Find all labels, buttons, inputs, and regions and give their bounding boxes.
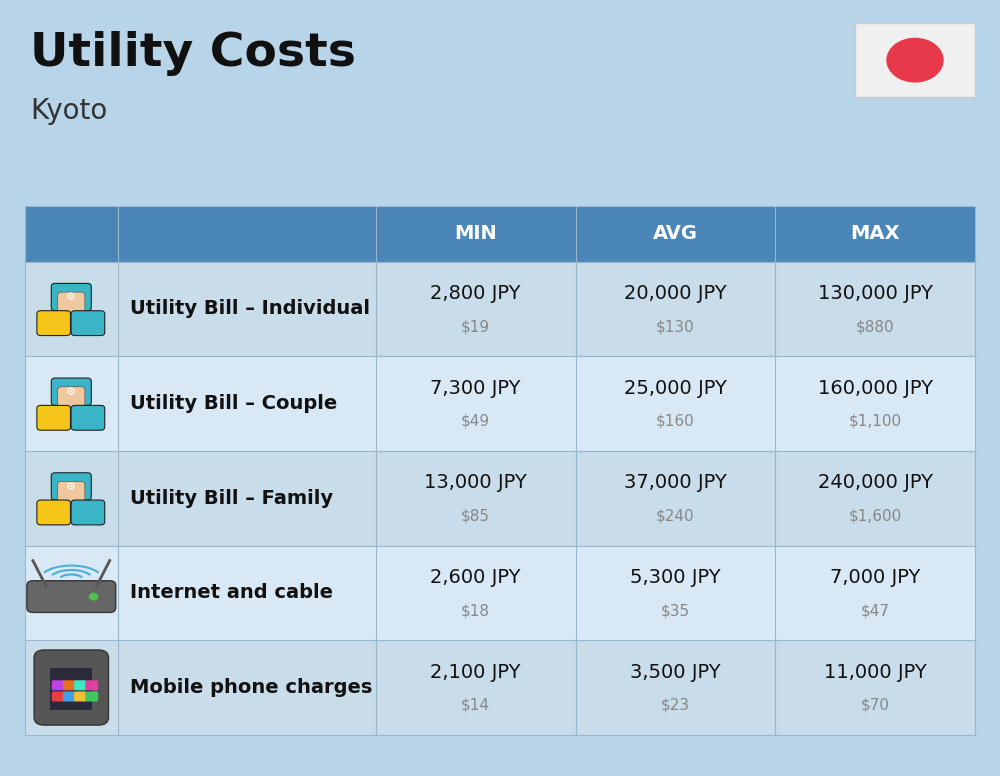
Text: $49: $49 — [461, 414, 490, 429]
Bar — [118, 356, 376, 451]
FancyBboxPatch shape — [52, 681, 65, 691]
Text: Utility Bill – Family: Utility Bill – Family — [130, 489, 333, 508]
Bar — [775, 356, 975, 451]
Text: 2,800 JPY: 2,800 JPY — [430, 284, 521, 303]
Text: $130: $130 — [656, 319, 695, 334]
Text: Internet and cable: Internet and cable — [130, 584, 333, 602]
Text: 130,000 JPY: 130,000 JPY — [818, 284, 933, 303]
Text: $85: $85 — [461, 508, 490, 524]
Text: MAX: MAX — [850, 224, 900, 243]
Bar — [118, 546, 376, 640]
FancyBboxPatch shape — [85, 691, 98, 702]
Text: 11,000 JPY: 11,000 JPY — [824, 663, 927, 681]
Bar — [118, 640, 376, 735]
Text: $880: $880 — [856, 319, 894, 334]
Bar — [576, 451, 775, 546]
Text: $14: $14 — [461, 698, 490, 713]
Bar — [775, 451, 975, 546]
Bar — [118, 262, 376, 356]
Text: $1,600: $1,600 — [849, 508, 902, 524]
Bar — [775, 546, 975, 640]
Text: 7,300 JPY: 7,300 JPY — [430, 379, 521, 397]
Bar — [775, 206, 975, 262]
Text: Utility Bill – Individual: Utility Bill – Individual — [130, 300, 370, 318]
Bar — [118, 451, 376, 546]
FancyBboxPatch shape — [37, 310, 70, 335]
Text: $47: $47 — [861, 603, 890, 618]
Text: $70: $70 — [861, 698, 890, 713]
Text: $19: $19 — [461, 319, 490, 334]
Bar — [376, 546, 576, 640]
Text: $1,100: $1,100 — [849, 414, 902, 429]
Text: ⚙: ⚙ — [66, 482, 76, 491]
FancyBboxPatch shape — [855, 23, 975, 97]
FancyBboxPatch shape — [71, 405, 105, 430]
FancyBboxPatch shape — [27, 580, 116, 612]
FancyBboxPatch shape — [51, 283, 91, 310]
Bar — [25, 546, 118, 640]
Bar — [775, 640, 975, 735]
FancyBboxPatch shape — [51, 378, 91, 405]
Text: Utility Bill – Couple: Utility Bill – Couple — [130, 394, 337, 413]
Text: $18: $18 — [461, 603, 490, 618]
Bar — [376, 206, 576, 262]
Text: 240,000 JPY: 240,000 JPY — [818, 473, 933, 492]
Bar — [376, 640, 576, 735]
FancyBboxPatch shape — [63, 691, 76, 702]
Text: ⚙: ⚙ — [66, 293, 76, 302]
FancyBboxPatch shape — [85, 681, 98, 691]
Text: 160,000 JPY: 160,000 JPY — [818, 379, 933, 397]
Text: 3,500 JPY: 3,500 JPY — [630, 663, 721, 681]
Text: Kyoto: Kyoto — [30, 97, 107, 125]
FancyBboxPatch shape — [74, 681, 87, 691]
FancyBboxPatch shape — [51, 473, 91, 500]
Text: 25,000 JPY: 25,000 JPY — [624, 379, 727, 397]
FancyBboxPatch shape — [71, 500, 105, 525]
FancyBboxPatch shape — [63, 681, 76, 691]
Text: 5,300 JPY: 5,300 JPY — [630, 568, 721, 587]
FancyBboxPatch shape — [37, 405, 70, 430]
Text: Mobile phone charges: Mobile phone charges — [130, 678, 372, 697]
Bar — [25, 356, 118, 451]
Bar — [25, 262, 118, 356]
Text: 20,000 JPY: 20,000 JPY — [624, 284, 727, 303]
Bar — [376, 451, 576, 546]
FancyBboxPatch shape — [58, 386, 85, 411]
Text: 7,000 JPY: 7,000 JPY — [830, 568, 920, 587]
Text: 2,600 JPY: 2,600 JPY — [430, 568, 521, 587]
Bar — [576, 640, 775, 735]
FancyBboxPatch shape — [52, 691, 65, 702]
Bar — [25, 451, 118, 546]
FancyBboxPatch shape — [58, 481, 85, 505]
FancyBboxPatch shape — [37, 500, 70, 525]
Text: MIN: MIN — [454, 224, 497, 243]
Bar — [118, 206, 376, 262]
Circle shape — [90, 594, 98, 600]
FancyBboxPatch shape — [74, 691, 87, 702]
Text: $240: $240 — [656, 508, 695, 524]
Bar — [576, 206, 775, 262]
Bar — [25, 206, 118, 262]
FancyBboxPatch shape — [71, 310, 105, 335]
Circle shape — [887, 39, 943, 81]
Bar — [376, 356, 576, 451]
Text: ⚙: ⚙ — [66, 387, 76, 397]
Text: $23: $23 — [661, 698, 690, 713]
FancyBboxPatch shape — [50, 667, 92, 710]
Bar — [576, 262, 775, 356]
Bar — [576, 546, 775, 640]
Text: 13,000 JPY: 13,000 JPY — [424, 473, 527, 492]
FancyBboxPatch shape — [34, 650, 108, 725]
FancyBboxPatch shape — [58, 292, 85, 316]
Text: 37,000 JPY: 37,000 JPY — [624, 473, 727, 492]
Text: Utility Costs: Utility Costs — [30, 31, 356, 76]
Bar — [775, 262, 975, 356]
Bar — [376, 262, 576, 356]
Text: 2,100 JPY: 2,100 JPY — [430, 663, 521, 681]
Bar — [576, 356, 775, 451]
Text: AVG: AVG — [653, 224, 698, 243]
Text: $160: $160 — [656, 414, 695, 429]
Text: $35: $35 — [661, 603, 690, 618]
Bar — [25, 640, 118, 735]
